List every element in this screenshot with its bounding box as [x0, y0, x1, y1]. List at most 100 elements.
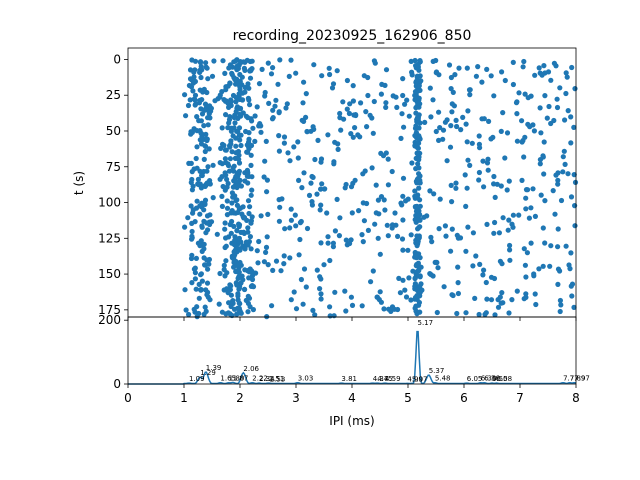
raster-point	[364, 124, 370, 130]
raster-point	[571, 124, 577, 130]
raster-point	[188, 131, 194, 137]
raster-point	[232, 120, 238, 126]
raster-point	[359, 232, 365, 238]
raster-point	[360, 239, 366, 245]
raster-point	[463, 310, 469, 316]
raster-point	[469, 140, 475, 146]
raster-point	[480, 158, 486, 164]
histogram-peak-label: 6.30	[481, 375, 497, 383]
raster-point	[331, 161, 337, 167]
raster-point	[521, 154, 527, 160]
raster-point	[249, 276, 256, 283]
raster-point	[203, 131, 209, 137]
raster-point	[210, 162, 216, 168]
raster-point	[347, 240, 353, 247]
raster-point	[233, 95, 239, 101]
raster-point	[418, 281, 424, 287]
raster-point	[533, 301, 539, 308]
raster-point	[400, 277, 406, 283]
raster-point	[208, 105, 214, 111]
raster-point	[385, 182, 391, 188]
raster-point	[245, 293, 251, 299]
raster-point	[198, 74, 204, 81]
histogram-peak-label: 3.81	[341, 375, 357, 383]
raster-point	[192, 92, 199, 98]
raster-point	[566, 262, 572, 268]
raster-point	[224, 184, 230, 190]
raster-point	[555, 281, 561, 287]
raster-point	[229, 190, 235, 196]
raster-point	[473, 253, 479, 259]
raster-point	[454, 123, 460, 130]
raster-point	[219, 203, 225, 209]
raster-point	[264, 177, 270, 183]
raster-point	[500, 110, 506, 116]
raster-point	[455, 235, 461, 241]
raster-point	[427, 85, 433, 91]
raster-point	[281, 140, 287, 146]
histogram-peak-label: 1.87	[233, 374, 249, 382]
raster-point	[203, 143, 209, 149]
raster-point	[240, 97, 246, 103]
raster-point	[317, 207, 323, 213]
raster-point	[235, 209, 241, 216]
raster-point	[189, 228, 195, 235]
histogram-x-tick-label: 7	[516, 391, 524, 405]
raster-point	[571, 172, 577, 178]
raster-point	[199, 172, 205, 179]
raster-point	[421, 214, 427, 220]
raster-point	[464, 139, 470, 145]
raster-point	[560, 169, 566, 175]
raster-point	[325, 240, 331, 246]
raster-point	[312, 312, 318, 318]
raster-point	[263, 249, 269, 255]
raster-point	[413, 240, 419, 246]
raster-point	[406, 113, 412, 119]
raster-point	[408, 58, 414, 64]
raster-point	[226, 168, 233, 174]
raster-point	[557, 268, 563, 274]
raster-point	[248, 142, 255, 149]
raster-point	[553, 63, 559, 69]
raster-point	[541, 171, 547, 177]
raster-point	[230, 165, 236, 171]
raster-point	[507, 242, 513, 249]
raster-point	[383, 67, 390, 73]
histogram-peak-label: 1.09	[189, 375, 205, 383]
raster-point	[483, 310, 489, 316]
raster-point	[288, 217, 294, 223]
raster-point	[498, 128, 504, 134]
raster-point	[506, 178, 512, 184]
raster-point	[462, 172, 468, 178]
raster-point	[363, 109, 369, 115]
raster-point	[277, 204, 283, 210]
raster-point	[537, 161, 543, 167]
raster-point	[321, 262, 327, 268]
raster-point	[542, 240, 548, 246]
raster-point	[486, 118, 492, 124]
raster-point	[418, 78, 424, 84]
histogram-line	[128, 330, 577, 385]
raster-point	[397, 290, 403, 296]
raster-point	[201, 311, 207, 317]
raster-point	[499, 290, 505, 296]
raster-point	[194, 144, 200, 150]
raster-point	[416, 157, 422, 163]
raster-point	[413, 303, 419, 309]
raster-point	[481, 184, 487, 190]
raster-y-tick-label: 125	[98, 231, 121, 245]
raster-point	[427, 188, 433, 194]
histogram-peak-label: 1.39	[206, 364, 222, 372]
raster-point	[197, 211, 203, 217]
histogram-peak-label: 1.29	[200, 369, 216, 377]
raster-point	[312, 156, 318, 163]
raster-point	[286, 73, 292, 79]
raster-point	[476, 133, 482, 139]
raster-point	[400, 217, 406, 223]
chart-title: recording_20230925_162906_850	[233, 28, 472, 44]
raster-point	[416, 235, 422, 241]
raster-point	[491, 93, 497, 99]
histogram-x-tick-label: 4	[348, 391, 356, 405]
raster-point	[183, 307, 189, 313]
raster-point	[555, 181, 561, 187]
